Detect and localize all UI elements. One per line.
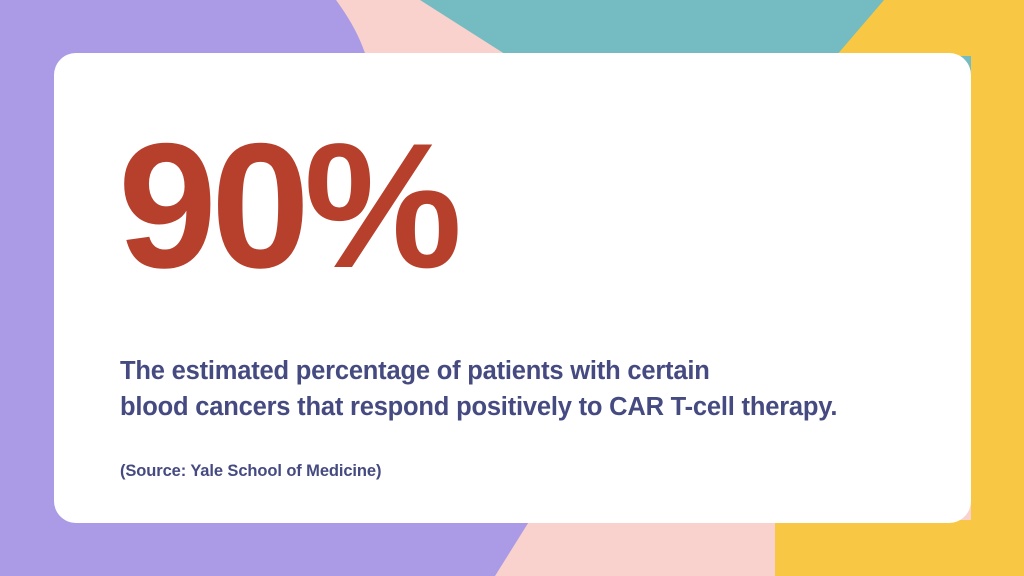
headline-line-1: The estimated percentage of patients wit… [120,357,710,385]
headline-line-2: blood cancers that respond positively to… [120,393,838,421]
source-attribution: (Source: Yale School of Medicine) [120,462,382,480]
yellow-band-shape [775,0,1024,576]
headline-text: The estimated percentage of patients wit… [120,353,960,425]
stat-card: 90% The estimated percentage of patients… [54,53,971,523]
stat-card-content: 90% The estimated percentage of patients… [118,53,931,523]
statistic-value: 90% [118,106,462,305]
